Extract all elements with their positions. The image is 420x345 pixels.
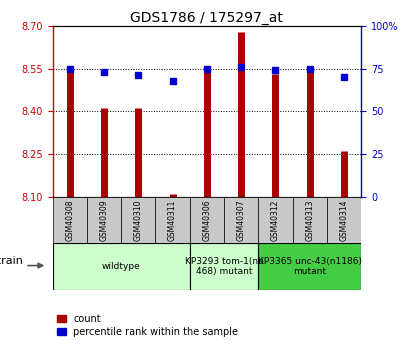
Text: GSM40309: GSM40309	[100, 199, 108, 241]
FancyBboxPatch shape	[224, 197, 258, 243]
Legend: count, percentile rank within the sample: count, percentile rank within the sample	[57, 314, 239, 337]
Text: GSM40307: GSM40307	[236, 199, 246, 241]
FancyBboxPatch shape	[293, 197, 327, 243]
FancyBboxPatch shape	[52, 243, 190, 290]
FancyBboxPatch shape	[52, 197, 87, 243]
Text: wildtype: wildtype	[102, 262, 140, 271]
Text: GSM40310: GSM40310	[134, 199, 143, 241]
FancyBboxPatch shape	[190, 243, 258, 290]
Text: GSM40308: GSM40308	[65, 199, 74, 241]
FancyBboxPatch shape	[155, 197, 190, 243]
Text: GSM40306: GSM40306	[202, 199, 211, 241]
Text: strain: strain	[0, 256, 24, 266]
FancyBboxPatch shape	[190, 197, 224, 243]
Text: GSM40314: GSM40314	[339, 199, 349, 241]
Text: KP3365 unc-43(n1186)
mutant: KP3365 unc-43(n1186) mutant	[258, 257, 362, 276]
FancyBboxPatch shape	[327, 197, 361, 243]
FancyBboxPatch shape	[87, 197, 121, 243]
FancyBboxPatch shape	[258, 197, 293, 243]
Text: KP3293 tom-1(nu
468) mutant: KP3293 tom-1(nu 468) mutant	[184, 257, 263, 276]
Title: GDS1786 / 175297_at: GDS1786 / 175297_at	[131, 11, 283, 25]
FancyBboxPatch shape	[258, 243, 361, 290]
Text: GSM40311: GSM40311	[168, 199, 177, 240]
Text: GSM40313: GSM40313	[305, 199, 314, 241]
Text: GSM40312: GSM40312	[271, 199, 280, 240]
FancyBboxPatch shape	[121, 197, 155, 243]
